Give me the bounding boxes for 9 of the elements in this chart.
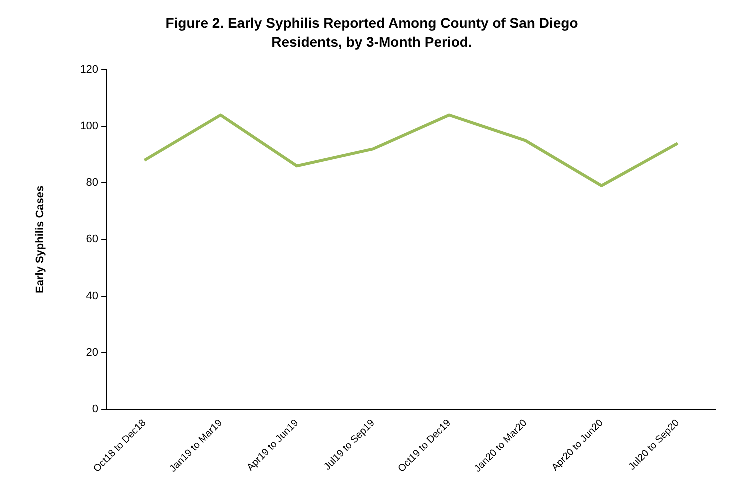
y-tick-label: 0 bbox=[92, 403, 99, 416]
y-tick-label: 80 bbox=[86, 177, 99, 190]
y-tick-label: 40 bbox=[86, 290, 99, 302]
y-tick-label: 120 bbox=[80, 64, 99, 76]
y-tick-label: 100 bbox=[80, 120, 99, 133]
y-tick-label: 20 bbox=[86, 346, 99, 359]
y-tick-label: 60 bbox=[86, 234, 99, 246]
chart-title: Figure 2. Early Syphilis Reported Among County of San Diego Residents, by 3-Month Period. bbox=[164, 14, 580, 52]
y-axis-title: Early Syphilis Cases bbox=[34, 186, 47, 294]
